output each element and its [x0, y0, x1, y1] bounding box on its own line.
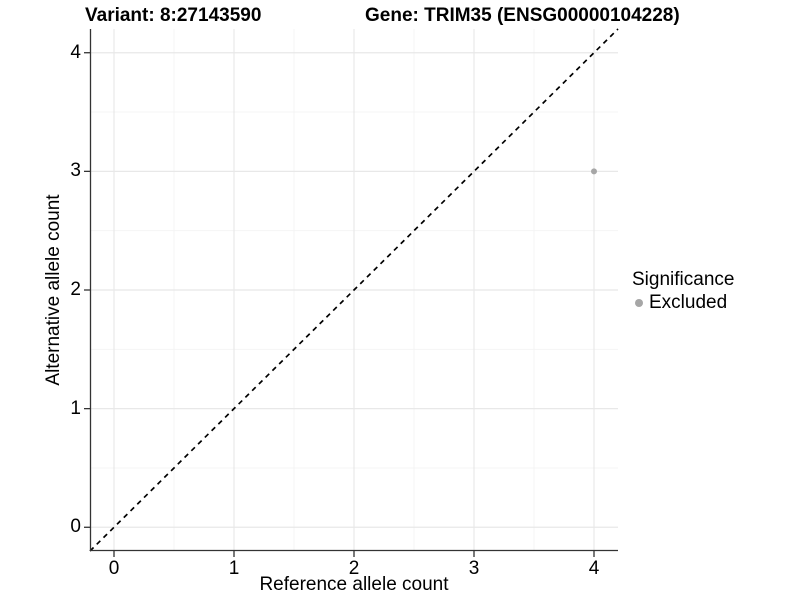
legend-item: Excluded: [632, 292, 734, 314]
x-tick-label: 0: [108, 558, 120, 579]
plot-title-variant: Variant: 8:27143590: [85, 5, 262, 26]
plot-panel: [84, 28, 619, 557]
x-tick-label: 3: [468, 558, 480, 579]
legend: Significance Excluded: [632, 269, 734, 314]
x-tick-label: 4: [588, 558, 600, 579]
y-tick-label: 1: [70, 397, 81, 419]
y-tick-label: 2: [70, 279, 81, 300]
y-tick-label: 4: [70, 41, 81, 63]
identity-reference-line: [89, 28, 619, 552]
x-tick-label: 2: [348, 558, 360, 579]
y-tick-label: 3: [70, 160, 81, 182]
y-axis-title: Alternative allele count: [43, 194, 64, 386]
data-point: [591, 168, 597, 175]
legend-items: Excluded: [632, 292, 734, 314]
legend-item-label: Excluded: [649, 292, 728, 313]
legend-title: Significance: [632, 269, 735, 290]
x-tick-label: 1: [228, 558, 240, 579]
x-axis-title: Reference allele count: [259, 574, 449, 595]
plot-title-gene: Gene: TRIM35 (ENSG00000104228): [365, 5, 680, 26]
scatter-plot-canvas: [84, 28, 619, 557]
legend-point-icon: [635, 299, 643, 307]
legend-key: [632, 299, 646, 307]
y-tick-label: 0: [70, 516, 81, 538]
